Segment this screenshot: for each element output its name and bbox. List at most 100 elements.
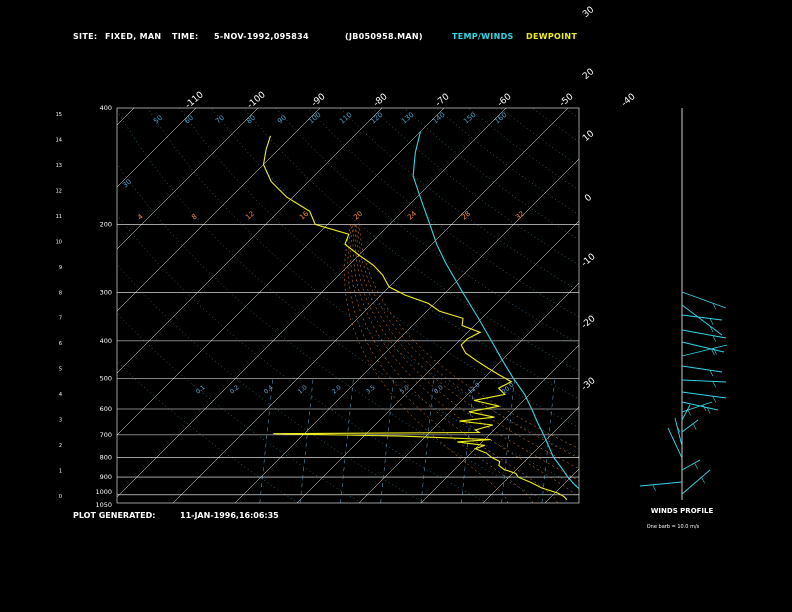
isotherm--50	[172, 108, 569, 503]
right-temp-label: 30	[581, 5, 596, 20]
wind-barb-flag	[709, 370, 714, 377]
pressure-tick-label: 300	[100, 289, 112, 297]
wind-barb	[681, 379, 727, 383]
wind-barb-flag	[709, 325, 714, 333]
moist-adiabat	[354, 224, 579, 482]
height-km-tick-label: 2	[59, 443, 62, 449]
pressure-tick-label: 1050	[95, 501, 112, 509]
isotherm--80	[117, 108, 383, 374]
dry-adiabat	[117, 312, 362, 503]
moist-adiabat-label: 8	[190, 213, 199, 222]
mixing-ratio-label: 2.0	[331, 384, 343, 396]
dry-adiabat	[371, 108, 579, 266]
wind-barb-flag	[687, 409, 691, 416]
height-km-tick-label: 6	[59, 341, 62, 347]
top-temp-label: -70	[434, 92, 452, 109]
height-km-tick-label: 4	[59, 392, 62, 398]
right-temp-label: 0	[583, 193, 594, 205]
wind-barb-flag	[702, 404, 707, 412]
legend-dewpoint: DEWPOINT	[526, 32, 578, 41]
series-dewpoint	[262, 135, 568, 501]
mixing-ratio-label: 20.0	[501, 381, 516, 395]
wind-barb-flag	[712, 335, 717, 342]
wind-barb	[681, 404, 691, 421]
moist-adiabat-label: 28	[460, 210, 472, 222]
wind-barb-flag	[701, 477, 705, 484]
dry-adiabat	[532, 108, 579, 143]
dry-adiabat-label: 80	[245, 114, 257, 126]
wind-barb	[681, 329, 727, 339]
wind-barb	[681, 365, 723, 373]
dry-adiabat	[179, 108, 579, 428]
dry-adiabat	[661, 108, 792, 503]
dry-adiabat-label: 100	[307, 111, 322, 126]
dry-adiabat	[564, 108, 579, 119]
mixing-ratio-line	[501, 378, 515, 503]
moist-adiabat	[356, 224, 579, 470]
mixing-ratio-label: 0.4	[263, 384, 275, 396]
moist-adiabat-label: 20	[352, 210, 364, 222]
dry-adiabat	[117, 361, 299, 503]
height-km-tick-label: 13	[56, 163, 62, 169]
isotherm--30	[296, 220, 579, 503]
time-value: 5-NOV-1992,095834	[214, 32, 309, 41]
dry-adiabat	[117, 214, 488, 503]
plot-generated-value: 11-JAN-1996,16:06:35	[180, 511, 279, 520]
wind-barb	[681, 314, 723, 321]
pressure-tick-label: 200	[100, 220, 112, 228]
height-km-tick-label: 1	[59, 469, 62, 475]
winds-profile-title: WINDS PROFILE	[651, 507, 714, 515]
mixing-ratio-label: 1.0	[297, 384, 309, 396]
wind-barb	[681, 344, 728, 357]
dry-adiabat	[403, 108, 579, 241]
wind-barb	[681, 391, 727, 399]
wind-barb-flag	[706, 407, 711, 414]
top-temp-label: -90	[310, 92, 328, 109]
pressure-tick-label: 600	[100, 405, 112, 413]
mixing-ratio-line	[340, 378, 354, 503]
height-km-tick-label: 12	[56, 188, 62, 194]
mixing-ratio-label: 5.0	[399, 384, 411, 396]
mixing-ratio-line	[461, 378, 475, 503]
dry-adiabat-label: 120	[369, 111, 384, 126]
isotherm-40	[731, 108, 792, 503]
mixing-ratio-line	[259, 378, 274, 503]
mixing-ratio-label: 0.2	[229, 384, 241, 396]
moist-adiabat	[347, 224, 533, 503]
pressure-tick-label: 400	[100, 104, 112, 112]
height-km-tick-label: 8	[59, 290, 62, 296]
pressure-tick-label: 900	[100, 473, 112, 481]
wind-barb	[681, 459, 701, 471]
isotherm--140	[0, 108, 10, 503]
dry-adiabat	[435, 108, 579, 216]
isotherm--120	[117, 108, 135, 126]
isotherm--90	[117, 108, 321, 312]
wind-barb	[681, 469, 711, 495]
plot-frame	[116, 107, 580, 504]
pressure-tick-label: 800	[100, 453, 112, 461]
moist-adiabat	[358, 224, 579, 449]
moist-adiabat	[344, 224, 509, 503]
isotherm-0	[482, 406, 579, 503]
moist-adiabat	[352, 224, 579, 499]
dry-adiabat	[146, 108, 579, 457]
dry-adiabat	[117, 163, 551, 503]
isotherm-20	[607, 108, 792, 503]
height-km-tick-label: 9	[59, 265, 62, 271]
wind-barb-flag	[652, 484, 656, 491]
wind-barb	[639, 481, 683, 487]
wind-barb	[681, 341, 725, 353]
moist-adiabat-label: 4	[136, 212, 145, 221]
moist-adiabat	[357, 224, 579, 459]
wind-barb	[674, 417, 683, 447]
moist-adiabat-label: 12	[244, 210, 256, 222]
dry-adiabat	[629, 108, 792, 503]
moist-adiabat-label: 32	[514, 210, 526, 222]
dry-adiabat-label: 140	[431, 111, 446, 126]
pressure-tick-label: 400	[100, 337, 112, 345]
height-km-tick-label: 10	[56, 239, 62, 245]
isotherm--40	[234, 158, 579, 503]
isotherm-10	[544, 468, 579, 503]
dry-adiabat	[117, 110, 579, 487]
